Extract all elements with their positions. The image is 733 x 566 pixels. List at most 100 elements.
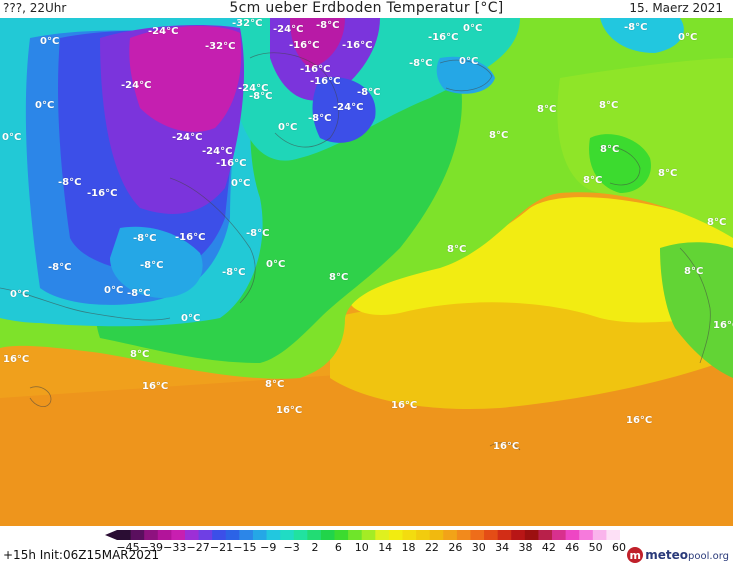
contour-label: -16°C [428, 32, 459, 43]
contour-label: 8°C [684, 266, 704, 277]
contour-label: 16°C [3, 354, 30, 365]
colorbar-swatch [157, 530, 172, 540]
colorbar-tick-label: −21 [209, 541, 234, 554]
contour-label: 8°C [600, 144, 620, 155]
colorbar-tick-label: 22 [424, 541, 439, 554]
colorbar-swatch [239, 530, 254, 540]
contour-label: 16°C [626, 415, 653, 426]
contour-label: 0°C [35, 100, 55, 111]
colorbar-tick-label: 60 [612, 541, 626, 554]
contour-label: -8°C [316, 20, 340, 31]
colorbar-swatch [144, 530, 159, 540]
contour-label: 8°C [489, 130, 509, 141]
logo-mark-icon: m [627, 547, 644, 563]
colorbar-swatch [171, 530, 186, 540]
contour-label: 16°C [391, 400, 418, 411]
colorbar-tick-label: 42 [541, 541, 556, 554]
contour-label: 16°C [713, 320, 733, 331]
contour-label: 0°C [40, 36, 60, 47]
contour-label: 0°C [181, 313, 201, 324]
contour-label: 8°C [537, 104, 557, 115]
colorbar-swatch [307, 530, 322, 540]
colorbar-swatch [497, 530, 512, 540]
colorbar-tick-label: 10 [354, 541, 369, 554]
colorbar-tick-label: −39 [139, 541, 163, 554]
contour-label: 0°C [678, 32, 698, 43]
colorbar-swatch [117, 530, 132, 540]
contour-label: 0°C [459, 56, 479, 67]
colorbar-swatch [293, 530, 308, 540]
logo-text: meteo [645, 548, 689, 562]
colorbar-swatch [130, 530, 145, 540]
colorbar-swatch [334, 530, 349, 540]
colorbar-swatch [375, 530, 390, 540]
colorbar-swatch [361, 530, 376, 540]
contour-label: 8°C [707, 217, 727, 228]
mild-zone [330, 297, 733, 409]
contour-label: -32°C [232, 18, 263, 29]
colorbar-tick-label: 6 [334, 541, 342, 554]
contour-label: 0°C [266, 259, 286, 270]
logo-domain: pool.org [688, 551, 729, 562]
meteopool-logo[interactable]: m meteo pool.org [627, 545, 729, 565]
colorbar-tick-label: −45 [116, 541, 140, 554]
contour-label: -8°C [624, 22, 648, 33]
colorbar-tick-label: −3 [283, 541, 300, 554]
colorbar-swatch [320, 530, 336, 540]
valid-time-label: ???, 22Uhr [3, 1, 67, 15]
colorbar-swatch [606, 530, 620, 540]
colorbar-swatch [565, 530, 580, 540]
colorbar-tick-label: 2 [311, 541, 319, 554]
colorbar-swatch [511, 530, 526, 540]
colorbar-swatch [348, 530, 363, 540]
contour-label: 16°C [276, 405, 303, 416]
contour-label: -8°C [357, 87, 381, 98]
colorbar-swatch [579, 530, 594, 540]
contour-label: -24°C [148, 26, 179, 37]
contour-label: -8°C [58, 177, 82, 188]
contour-label: 8°C [658, 168, 678, 179]
temperature-map: -32°C -8°C -24°C -24°C -32°C -16°C -16°C… [0, 18, 733, 526]
date-label: 15. Maerz 2021 [629, 1, 723, 15]
colorbar-tick-label: 18 [401, 541, 416, 554]
colorbar-tick-label: 38 [518, 541, 533, 554]
contour-label: -8°C [249, 91, 273, 102]
colorbar-tick-label: 26 [448, 541, 463, 554]
contour-label: -8°C [222, 267, 246, 278]
colorbar-swatch [416, 530, 431, 540]
contour-label: -8°C [48, 262, 72, 273]
contour-label: -16°C [300, 64, 331, 75]
yellow-zone [350, 197, 733, 323]
contour-label: 8°C [265, 379, 285, 390]
model-run-info: +15h Init:06Z15MAR2021 [3, 548, 160, 562]
contour-label: -8°C [308, 113, 332, 124]
map-title: 5cm ueber Erdboden Temperatur [°C] [229, 0, 504, 16]
colorbar-tick-label: 14 [378, 541, 393, 554]
colorbar-tick-label: −27 [186, 541, 210, 554]
contour-label: -24°C [333, 102, 364, 113]
temperature-field [0, 18, 733, 526]
hudson-zone [110, 226, 203, 298]
colorbar-tick-label: 50 [588, 541, 603, 554]
contour-label: -16°C [310, 76, 341, 87]
colorbar-swatch [538, 530, 553, 540]
colorbar-swatch [266, 530, 281, 540]
contour-label: -24°C [121, 80, 152, 91]
colorbar-tick-label: −15 [233, 541, 257, 554]
greenland-south-cold [312, 77, 376, 143]
contour-label: 16°C [142, 381, 169, 392]
contour-label: -24°C [172, 132, 203, 143]
colorbar-swatch [184, 530, 200, 540]
greenland-cold-core [290, 18, 345, 68]
colorbar-swatch [212, 530, 227, 540]
extreme-cold-core [129, 26, 242, 132]
contour-label: 8°C [583, 175, 603, 186]
contour-label: -16°C [216, 158, 247, 169]
colorbar-arrow [105, 530, 117, 540]
colorbar-swatch [225, 530, 240, 540]
colorbar-tick-label: −9 [260, 541, 277, 554]
colorbar-tick-label: −33 [163, 541, 187, 554]
contour-label: 8°C [329, 272, 349, 283]
contour-label: -16°C [342, 40, 373, 51]
